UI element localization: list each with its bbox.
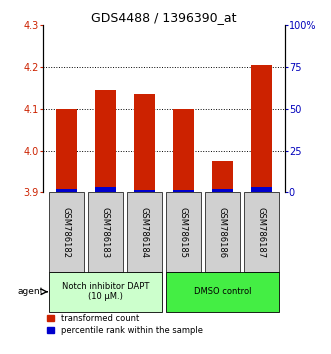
- Bar: [212, 189, 233, 193]
- Title: GDS4488 / 1396390_at: GDS4488 / 1396390_at: [91, 11, 237, 24]
- Bar: [95, 90, 116, 193]
- Text: DMSO control: DMSO control: [194, 287, 251, 296]
- Text: GSM786182: GSM786182: [62, 207, 71, 258]
- Text: GSM786184: GSM786184: [140, 207, 149, 258]
- Legend: transformed count, percentile rank within the sample: transformed count, percentile rank withi…: [47, 314, 203, 335]
- Bar: [49, 272, 162, 312]
- Text: agent: agent: [18, 287, 44, 296]
- Bar: [166, 272, 279, 312]
- Text: Notch inhibitor DAPT
(10 μM.): Notch inhibitor DAPT (10 μM.): [62, 282, 149, 302]
- Bar: [172, 109, 194, 193]
- Text: GSM786185: GSM786185: [179, 207, 188, 258]
- Bar: [95, 187, 116, 193]
- Bar: [212, 161, 233, 193]
- Bar: [172, 190, 194, 193]
- Bar: [134, 189, 155, 193]
- Bar: [88, 193, 123, 272]
- Bar: [251, 187, 272, 193]
- Bar: [251, 65, 272, 193]
- Bar: [56, 189, 77, 193]
- Text: GSM786187: GSM786187: [257, 207, 266, 258]
- Bar: [134, 94, 155, 193]
- Text: GSM786183: GSM786183: [101, 207, 110, 258]
- Bar: [56, 109, 77, 193]
- Bar: [244, 193, 279, 272]
- Bar: [49, 193, 84, 272]
- Text: GSM786186: GSM786186: [218, 207, 227, 258]
- Bar: [205, 193, 240, 272]
- Bar: [166, 193, 201, 272]
- Bar: [127, 193, 162, 272]
